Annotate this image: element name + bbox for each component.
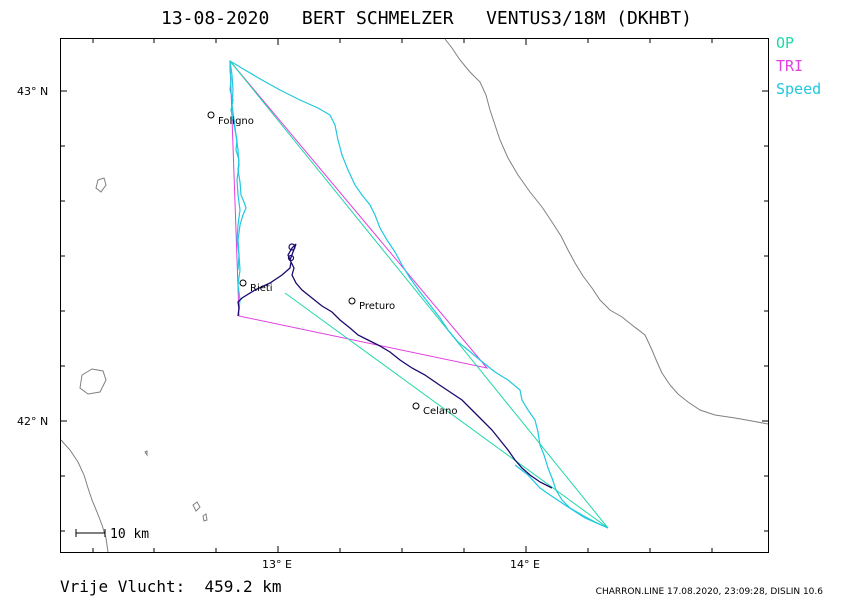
city-label-preturo: Preturo	[359, 301, 395, 312]
open-task-line	[229, 60, 609, 529]
legend-op-label: OP	[776, 34, 795, 52]
legend-speed: Speed	[776, 80, 821, 98]
legend-op: OP	[776, 34, 794, 52]
city-celano: Celano	[412, 402, 458, 417]
city-marker	[239, 279, 247, 287]
lon-label-14: 14° E	[510, 558, 540, 571]
city-rieti: Rieti	[239, 279, 273, 294]
lat-label-42: 42° N	[17, 415, 48, 428]
lat-label-43: 43° N	[17, 85, 48, 98]
city-label-rieti: Rieti	[250, 283, 273, 294]
legend-speed-label: Speed	[776, 80, 822, 98]
climb-track	[237, 243, 553, 489]
city-label-celano: Celano	[423, 406, 458, 417]
city-foligno: Foligno	[207, 111, 254, 127]
coastline	[60, 38, 769, 553]
scale-bar: 10 km	[75, 527, 149, 542]
speed-track-final	[514, 464, 609, 529]
city-marker	[412, 402, 420, 410]
speed-track	[229, 59, 609, 529]
speed-track-return	[229, 60, 241, 271]
triangle-task-line	[229, 60, 489, 369]
city-label-foligno: Foligno	[218, 116, 254, 127]
map-frame	[60, 38, 769, 553]
thermal-circle	[287, 254, 295, 262]
city-marker	[348, 297, 356, 305]
distance-summary: Vrije Vlucht: 459.2 km	[60, 577, 282, 596]
legend-tri: TRI	[776, 57, 803, 75]
city-preturo: Preturo	[348, 297, 395, 312]
thermal-circle	[288, 243, 296, 251]
legend-tri-label: TRI	[776, 57, 804, 75]
map-title: 13-08-2020 BERT SCHMELZER VENTUS3/18M (D…	[160, 8, 692, 29]
city-marker	[207, 111, 215, 119]
footer-info: CHARRON.LINE 17.08.2020, 23:09:28, DISLI…	[595, 587, 823, 597]
lon-label-13: 13° E	[262, 558, 292, 571]
scale-bar-label: 10 km	[110, 527, 149, 542]
axis-ticks	[61, 39, 768, 552]
